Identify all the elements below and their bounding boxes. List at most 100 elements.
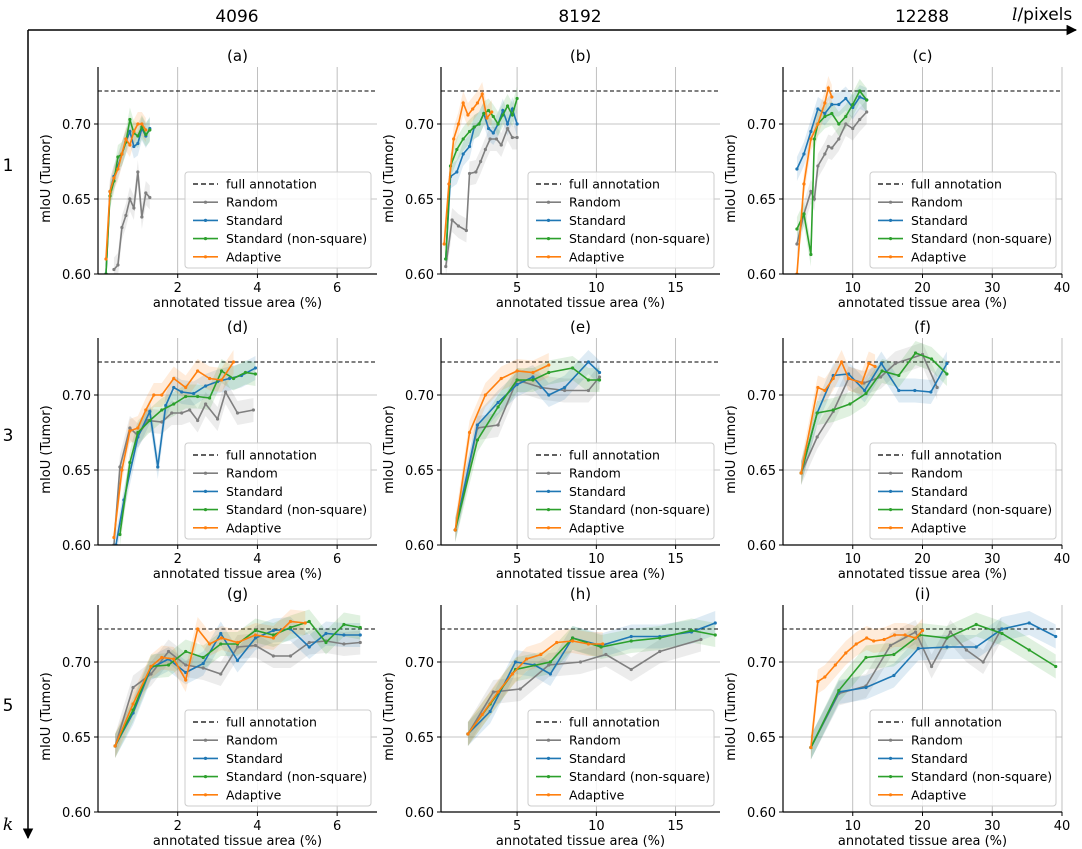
data-point (1027, 648, 1031, 652)
data-point (831, 376, 835, 381)
data-point (192, 391, 196, 396)
data-point (1054, 664, 1058, 669)
data-point (132, 144, 136, 149)
subplot-title: (b) (570, 47, 591, 65)
data-point (172, 376, 176, 381)
x-tick-label: 30 (984, 819, 1001, 834)
data-point (964, 648, 969, 652)
data-point (913, 630, 918, 634)
data-point (235, 645, 240, 649)
data-point (570, 639, 575, 643)
data-point (271, 654, 275, 658)
data-point (1000, 627, 1004, 631)
data-point (116, 155, 120, 159)
data-point (893, 361, 897, 366)
data-point (466, 113, 470, 117)
data-point (830, 146, 834, 150)
data-point (880, 369, 884, 373)
data-point (251, 408, 256, 412)
legend-marker (546, 471, 551, 475)
legend-label: Adaptive (569, 787, 625, 802)
data-point (342, 642, 346, 646)
data-point (447, 182, 451, 186)
series-band (467, 611, 716, 746)
y-tick-label: 0.65 (405, 731, 434, 746)
data-point (913, 388, 917, 393)
data-point (112, 267, 116, 272)
data-point (132, 206, 136, 210)
x-tick-label: 15 (667, 819, 684, 834)
legend-label: Standard (569, 213, 626, 228)
data-point (184, 385, 188, 390)
x-tick-label: 20 (914, 819, 931, 834)
data-point (271, 636, 275, 640)
y-tick-label: 0.60 (62, 268, 91, 283)
data-point (149, 672, 153, 676)
data-point (864, 655, 868, 660)
subplot-title: (e) (570, 318, 591, 336)
series-band (115, 609, 361, 758)
y-axis-label: mIoU (Tumor) (724, 405, 739, 493)
data-point (231, 360, 236, 364)
data-point (823, 101, 827, 105)
subplot-title: (d) (227, 318, 248, 336)
subplot-g: 2 4 6 0.60 0.65 0.70 (g) annotated tissue area … (39, 585, 377, 849)
data-point (219, 631, 223, 636)
data-point (599, 645, 603, 649)
legend-label: full annotation (911, 177, 1002, 192)
data-point (499, 376, 503, 381)
data-point (858, 117, 862, 122)
panels: 2 4 6 0.60 0.65 0.70 (a) annotated tissue area … (39, 47, 1070, 849)
x-tick-label: 15 (667, 552, 684, 567)
data-point (867, 361, 871, 366)
legend-label: full annotation (226, 715, 317, 730)
data-point (935, 385, 939, 390)
data-point (118, 465, 122, 469)
data-point (563, 388, 567, 393)
data-point (658, 649, 662, 654)
data-point (597, 375, 602, 379)
legend-marker (546, 738, 551, 742)
data-point (809, 252, 813, 257)
data-point (837, 688, 841, 693)
legend-marker (888, 756, 893, 761)
legend-marker (203, 775, 208, 779)
data-point (491, 114, 495, 119)
data-point (486, 126, 491, 131)
data-point (555, 640, 559, 645)
data-point (271, 633, 275, 637)
data-point (253, 636, 258, 640)
x-axis-label: annotated tissue area (%) (496, 567, 665, 582)
legend-label: Random (226, 195, 278, 210)
y-tick-label: 0.70 (405, 389, 434, 404)
data-point (131, 702, 135, 706)
legend-marker (203, 756, 208, 761)
data-point (893, 633, 897, 637)
data-point (892, 652, 896, 657)
data-point (136, 141, 140, 146)
legend-box (184, 442, 372, 540)
data-point (467, 171, 472, 176)
data-point (164, 403, 168, 408)
data-point (172, 402, 176, 406)
x-tick-label: 4 (253, 819, 261, 834)
legend-label: Standard (911, 484, 968, 499)
plot-area (98, 350, 377, 545)
data-point (128, 460, 132, 465)
legend-label: full annotation (226, 177, 317, 192)
data-point (501, 113, 505, 117)
data-point (235, 411, 240, 415)
data-point (358, 640, 362, 645)
y-tick-label: 0.60 (747, 806, 776, 821)
data-point (201, 655, 205, 660)
data-point (475, 423, 480, 427)
data-point (201, 666, 205, 670)
legend-label: Random (569, 195, 621, 210)
series-line-random (113, 171, 151, 271)
data-point (916, 646, 920, 651)
data-point (152, 393, 156, 397)
data-point (547, 370, 551, 375)
legend-marker (203, 255, 208, 259)
legend-label: Standard (569, 751, 626, 766)
legend-marker (546, 508, 551, 512)
